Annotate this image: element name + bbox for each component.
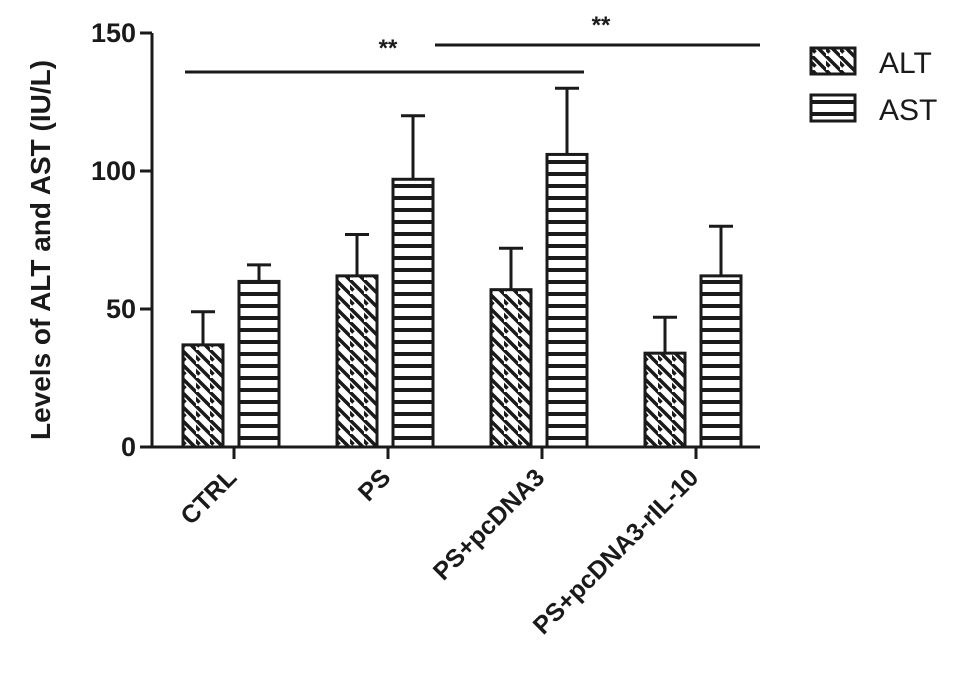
category-label: PS: [353, 463, 396, 506]
legend-label-ast: AST: [879, 94, 937, 127]
significance-brackets: ** **: [185, 12, 760, 74]
y-tick-label: 0: [121, 432, 136, 462]
bar-ast-3: [699, 274, 743, 449]
y-axis-label: Levels of ALT and AST (IU/L): [25, 60, 56, 440]
bar-ast-1: [391, 177, 435, 449]
legend: ALT AST: [809, 46, 937, 127]
significance-label: **: [592, 12, 611, 39]
bars: [181, 152, 743, 449]
category-label: CTRL: [175, 463, 242, 530]
y-tick-label: 150: [91, 18, 136, 48]
legend-swatch-alt: [809, 46, 857, 76]
bar-alt-0: [181, 343, 225, 449]
category-label: PS+pcDNA3: [428, 463, 550, 585]
category-label: PS+pcDNA3-rIL-10: [528, 463, 705, 640]
bar-alt-2: [489, 288, 533, 449]
legend-label-alt: ALT: [879, 47, 932, 80]
bar-alt-1: [335, 274, 379, 449]
legend-swatch-ast: [809, 93, 857, 123]
bar-alt-3: [643, 351, 687, 449]
y-tick-label: 50: [106, 294, 136, 324]
y-ticks: 0 50 100 150: [91, 18, 152, 462]
error-bars: [191, 86, 733, 354]
bar-ast-0: [237, 279, 281, 449]
y-tick-label: 100: [91, 156, 136, 186]
bar-ast-2: [545, 152, 589, 449]
significance-label: **: [379, 35, 398, 62]
